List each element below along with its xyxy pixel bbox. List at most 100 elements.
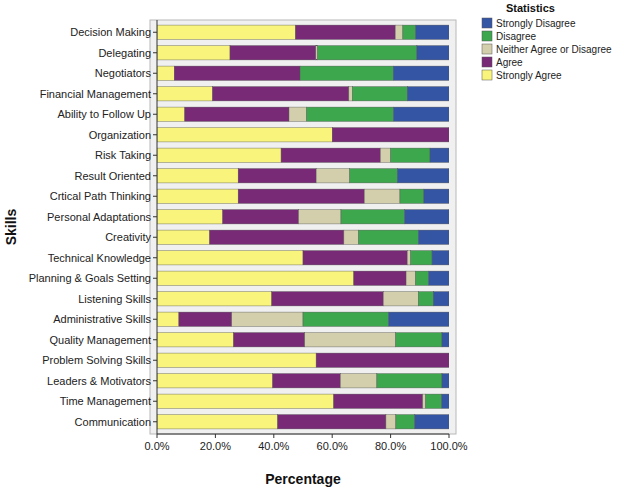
category-label: Administrative Skills bbox=[53, 313, 151, 325]
category-label: Financial Management bbox=[40, 88, 151, 100]
legend-label: Strongly Disagree bbox=[496, 18, 576, 29]
bar-segment bbox=[423, 394, 426, 408]
x-tick-label: 80.0% bbox=[375, 440, 406, 452]
bar-segment bbox=[405, 210, 449, 224]
bar-segment bbox=[364, 189, 400, 203]
legend: StatisticsStrongly DisagreeDisagreeNeith… bbox=[482, 2, 612, 81]
bar-segment bbox=[174, 66, 300, 80]
legend-label: Disagree bbox=[496, 31, 536, 42]
bar-segment bbox=[281, 148, 380, 162]
bar-segment bbox=[157, 292, 272, 306]
x-axis-line bbox=[157, 434, 449, 435]
category-label: Communication bbox=[75, 416, 151, 428]
category-label: Problem Solving Skills bbox=[42, 354, 151, 366]
bar-segment bbox=[157, 169, 238, 183]
legend-label: Neither Agree or Disagree bbox=[496, 44, 612, 55]
bar-segment bbox=[433, 292, 449, 306]
category-label: Leaders & Motivators bbox=[47, 375, 151, 387]
x-tick-label: 0.0% bbox=[144, 440, 169, 452]
bar-segment bbox=[395, 25, 403, 39]
y-tick bbox=[153, 298, 157, 299]
bar-segment bbox=[157, 210, 223, 224]
bar-segment bbox=[289, 107, 307, 121]
bar-segment bbox=[340, 374, 377, 388]
bar-segment bbox=[272, 292, 384, 306]
y-tick bbox=[153, 32, 157, 33]
bar-segment bbox=[442, 394, 449, 408]
bar-segment bbox=[442, 333, 449, 347]
bar-segment bbox=[397, 169, 449, 183]
bar-segment bbox=[157, 148, 281, 162]
y-tick bbox=[153, 401, 157, 402]
legend-label: Agree bbox=[496, 57, 523, 68]
bar-segment bbox=[212, 87, 348, 101]
bar-segment bbox=[354, 271, 406, 285]
bar-segment bbox=[238, 189, 364, 203]
plot-background bbox=[150, 20, 456, 434]
x-tick-label: 20.0% bbox=[200, 440, 231, 452]
bar-segment bbox=[449, 353, 450, 367]
bar-segment bbox=[430, 148, 449, 162]
chart-svg: Decision MakingDelegatingNegotiatorsFina… bbox=[0, 0, 624, 500]
category-label: Result Oriented bbox=[75, 170, 151, 182]
category-label: Personal Adaptations bbox=[47, 211, 151, 223]
bar-segment bbox=[424, 189, 449, 203]
y-tick bbox=[153, 216, 157, 217]
bar-segment bbox=[305, 333, 396, 347]
category-label: Decision Making bbox=[70, 26, 151, 38]
x-tick bbox=[215, 434, 216, 438]
bar-segment bbox=[352, 87, 407, 101]
x-tick bbox=[157, 434, 158, 438]
category-label: Organization bbox=[89, 129, 151, 141]
y-tick bbox=[153, 278, 157, 279]
bar-segment bbox=[396, 415, 415, 429]
y-tick bbox=[153, 257, 157, 258]
category-label: Negotiators bbox=[95, 67, 152, 79]
y-tick bbox=[153, 175, 157, 176]
legend-label: Strongly Agree bbox=[496, 70, 562, 81]
bar-segment bbox=[449, 353, 450, 367]
x-tick bbox=[273, 434, 274, 438]
bar-segment bbox=[318, 46, 417, 60]
bar-segment bbox=[432, 251, 449, 265]
category-label: Creativity bbox=[105, 231, 151, 243]
x-tick bbox=[332, 434, 333, 438]
bar-segment bbox=[442, 374, 449, 388]
y-tick bbox=[153, 360, 157, 361]
y-tick bbox=[153, 421, 157, 422]
bar-segment bbox=[157, 230, 210, 244]
y-tick bbox=[153, 380, 157, 381]
legend-swatch bbox=[482, 31, 492, 41]
bar-segment bbox=[157, 128, 332, 142]
bar-segment bbox=[157, 312, 179, 326]
bar-segment bbox=[403, 25, 416, 39]
y-tick bbox=[153, 93, 157, 94]
bar-segment bbox=[157, 66, 174, 80]
bar-segment bbox=[332, 128, 449, 142]
x-tick-label: 100.0% bbox=[430, 440, 468, 452]
bar-segment bbox=[157, 374, 273, 388]
legend-swatch bbox=[482, 57, 492, 67]
bar-segment bbox=[273, 374, 341, 388]
x-tick bbox=[390, 434, 391, 438]
category-label: Listening Skills bbox=[78, 293, 151, 305]
bar-segment bbox=[316, 169, 350, 183]
bar-segment bbox=[380, 148, 390, 162]
bar-segment bbox=[396, 333, 442, 347]
bar-segment bbox=[449, 128, 450, 142]
y-tick bbox=[153, 319, 157, 320]
bar-segment bbox=[179, 312, 232, 326]
bar-segment bbox=[157, 271, 354, 285]
legend-swatch bbox=[482, 70, 492, 80]
bar-segment bbox=[334, 394, 423, 408]
bar-segment bbox=[157, 353, 316, 367]
bar-segment bbox=[157, 107, 185, 121]
category-label: Risk Taking bbox=[95, 149, 151, 161]
bar-segment bbox=[341, 210, 405, 224]
bar-segment bbox=[377, 374, 442, 388]
bar-segment bbox=[449, 128, 450, 142]
bar-segment bbox=[386, 415, 396, 429]
bar-segment bbox=[429, 271, 449, 285]
y-tick bbox=[153, 73, 157, 74]
y-tick bbox=[153, 339, 157, 340]
